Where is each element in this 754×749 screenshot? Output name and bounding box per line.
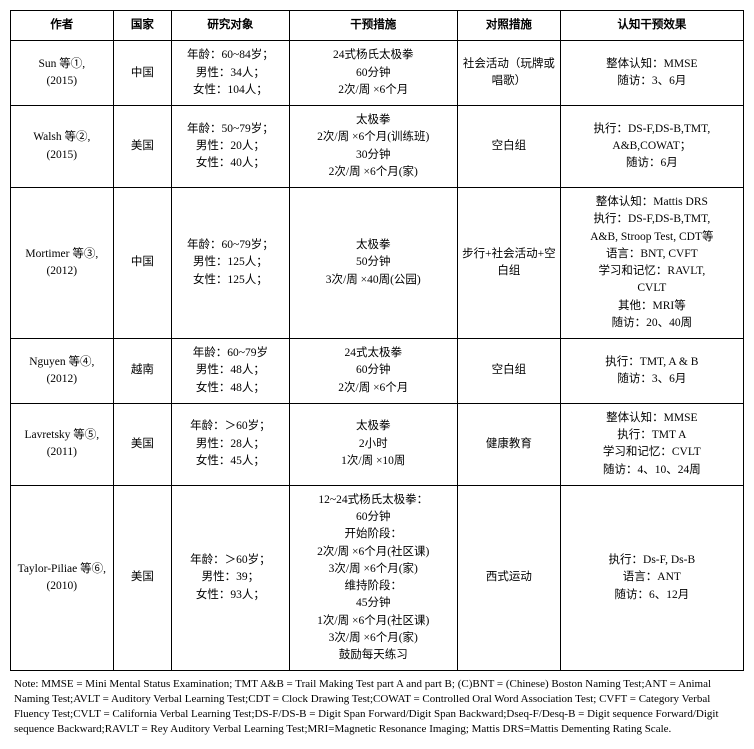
cell-control: 步行+社会活动+空白组: [458, 188, 561, 339]
cell-author: Nguyen 等④,(2012): [11, 339, 114, 404]
cell-author: Lavretsky 等⑤,(2011): [11, 403, 114, 485]
cell-outcome: 整体认知：MMSE执行：TMT A学习和记忆：CVLT随访：4、10、24周: [560, 403, 743, 485]
cell-control: 空白组: [458, 339, 561, 404]
abbreviation-note: Note: MMSE = Mini Mental Status Examinat…: [10, 675, 744, 738]
table-row: Taylor-Piliae 等⑥,(2010)美国年龄：＞60岁；男性：39；女…: [11, 485, 744, 671]
cell-country: 美国: [113, 106, 172, 188]
header-row: 作者 国家 研究对象 干预措施 对照措施 认知干预效果: [11, 11, 744, 41]
cell-intervention: 太极拳2次/周 ×6个月(训练班)30分钟2次/周 ×6个月(家): [289, 106, 458, 188]
cell-intervention: 24式杨氏太极拳60分钟2次/周 ×6个月: [289, 41, 458, 106]
table-row: Nguyen 等④,(2012)越南年龄：60~79岁男性：48人；女性：48人…: [11, 339, 744, 404]
cell-subjects: 年龄：60~84岁；男性：34人；女性：104人；: [172, 41, 289, 106]
cell-outcome: 执行：Ds-F, Ds-B语言：ANT随访：6、12月: [560, 485, 743, 671]
cell-control: 社会活动（玩牌或唱歌）: [458, 41, 561, 106]
cell-control: 健康教育: [458, 403, 561, 485]
table-row: Lavretsky 等⑤,(2011)美国年龄：＞60岁；男性：28人；女性：4…: [11, 403, 744, 485]
col-subjects: 研究对象: [172, 11, 289, 41]
cell-subjects: 年龄：＞60岁；男性：39；女性：93人；: [172, 485, 289, 671]
cell-subjects: 年龄：60~79岁男性：48人；女性：48人；: [172, 339, 289, 404]
cell-country: 美国: [113, 485, 172, 671]
research-table: 作者 国家 研究对象 干预措施 对照措施 认知干预效果 Sun 等①,(2015…: [10, 10, 744, 671]
col-control: 对照措施: [458, 11, 561, 41]
cell-control: 空白组: [458, 106, 561, 188]
table-row: Walsh 等②,(2015)美国年龄：50~79岁；男性：20人；女性：40人…: [11, 106, 744, 188]
cell-control: 西式运动: [458, 485, 561, 671]
cell-subjects: 年龄：＞60岁；男性：28人；女性：45人；: [172, 403, 289, 485]
cell-author: Walsh 等②,(2015): [11, 106, 114, 188]
cell-intervention: 太极拳50分钟3次/周 ×40周(公园): [289, 188, 458, 339]
cell-intervention: 12~24式杨氏太极拳：60分钟开始阶段：2次/周 ×6个月(社区课)3次/周 …: [289, 485, 458, 671]
cell-outcome: 整体认知：Mattis DRS执行：DS-F,DS-B,TMT,A&B, Str…: [560, 188, 743, 339]
table-row: Mortimer 等③,(2012)中国年龄：60~79岁；男性：125人；女性…: [11, 188, 744, 339]
cell-country: 越南: [113, 339, 172, 404]
cell-author: Sun 等①,(2015): [11, 41, 114, 106]
cell-author: Mortimer 等③,(2012): [11, 188, 114, 339]
col-country: 国家: [113, 11, 172, 41]
cell-country: 中国: [113, 188, 172, 339]
cell-outcome: 整体认知：MMSE随访：3、6月: [560, 41, 743, 106]
cell-subjects: 年龄：50~79岁；男性：20人；女性：40人；: [172, 106, 289, 188]
col-author: 作者: [11, 11, 114, 41]
cell-country: 中国: [113, 41, 172, 106]
cell-outcome: 执行：TMT, A & B随访：3、6月: [560, 339, 743, 404]
cell-author: Taylor-Piliae 等⑥,(2010): [11, 485, 114, 671]
cell-intervention: 24式太极拳60分钟2次/周 ×6个月: [289, 339, 458, 404]
cell-subjects: 年龄：60~79岁；男性：125人；女性：125人；: [172, 188, 289, 339]
col-outcome: 认知干预效果: [560, 11, 743, 41]
cell-intervention: 太极拳2小时1次/周 ×10周: [289, 403, 458, 485]
table-row: Sun 等①,(2015)中国年龄：60~84岁；男性：34人；女性：104人；…: [11, 41, 744, 106]
cell-outcome: 执行：DS-F,DS-B,TMT,A&B,COWAT；随访：6月: [560, 106, 743, 188]
col-intervention: 干预措施: [289, 11, 458, 41]
cell-country: 美国: [113, 403, 172, 485]
